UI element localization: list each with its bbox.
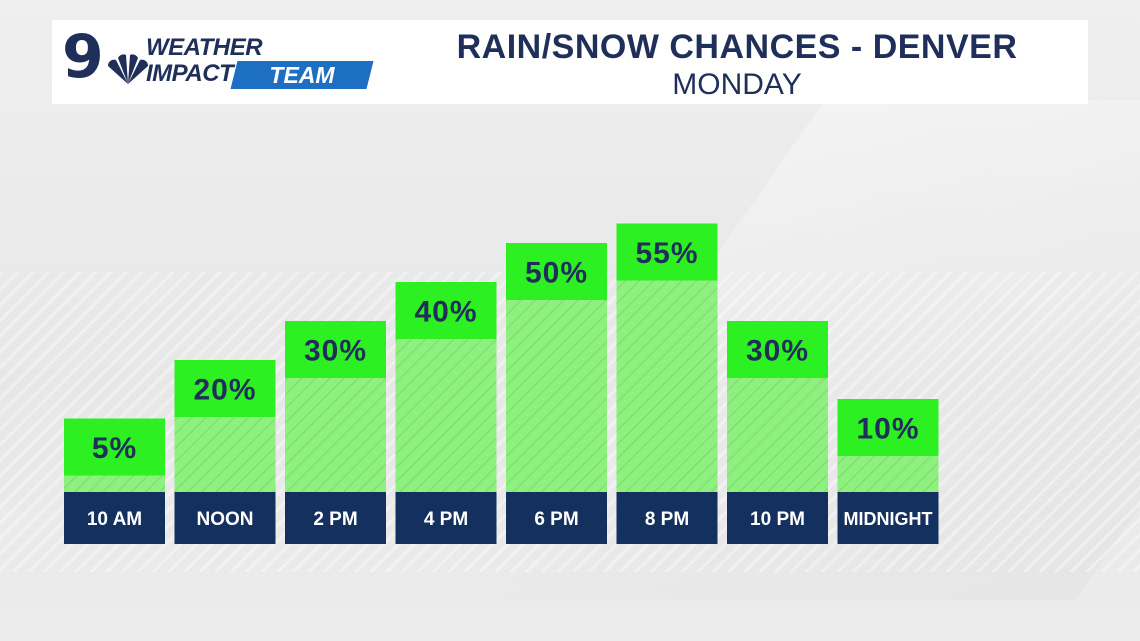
category-label: 6 PM [534,509,578,530]
value-label-box [837,399,939,456]
bar-group: 30% 2 PM [285,321,386,544]
category-label: 10 PM [750,509,805,530]
value-label: 40% [414,296,477,329]
value-label-box [395,282,497,339]
value-label: 30% [746,335,809,368]
header-banner: 9 WEATHER IMPACT TEAM RAIN/SNOW CHANCES … [52,20,1088,104]
value-label-box [727,321,828,378]
category-label-box [616,492,718,544]
category-label: 4 PM [424,509,468,530]
value-label-box [506,243,607,300]
category-label-box [506,492,607,544]
value-label: 30% [304,335,367,368]
value-label-box [285,321,386,378]
category-label: 2 PM [313,509,357,530]
value-label-box [174,360,276,417]
station-logo: 9 WEATHER IMPACT TEAM [62,22,392,96]
chart-subtitle: MONDAY [672,68,802,101]
category-label: NOON [197,509,254,530]
logo-weather-text: WEATHER [146,34,263,61]
bar-group: 30% 10 PM [727,321,828,544]
category-label: MIDNIGHT [844,509,933,529]
peacock-icon [107,54,149,84]
bar-group: 50% 6 PM [506,243,607,544]
category-label-box [837,492,939,544]
bar-group: 5% 10 AM [64,418,165,544]
value-label: 10% [856,413,919,446]
value-label: 20% [193,374,256,407]
bar-group: 20% NOON [174,360,276,544]
category-label-box [395,492,497,544]
bar-group: 10% MIDNIGHT [837,399,939,544]
category-label-box [64,492,165,544]
value-label: 50% [525,257,588,290]
value-label-box [616,223,718,281]
value-label: 55% [635,237,698,270]
bar-group: 40% 4 PM [395,282,497,544]
value-label-box [64,418,165,476]
chart-title: RAIN/SNOW CHANCES - DENVER [456,28,1018,66]
category-label-box [174,492,276,544]
bar-group: 55% 8 PM [616,223,718,544]
category-label-box [727,492,828,544]
category-label: 10 AM [87,509,142,530]
category-label: 8 PM [645,509,689,530]
logo-number: 9 [62,22,104,92]
value-label: 5% [92,432,137,465]
logo-impact-text: IMPACT [146,60,234,87]
category-label-box [285,492,386,544]
